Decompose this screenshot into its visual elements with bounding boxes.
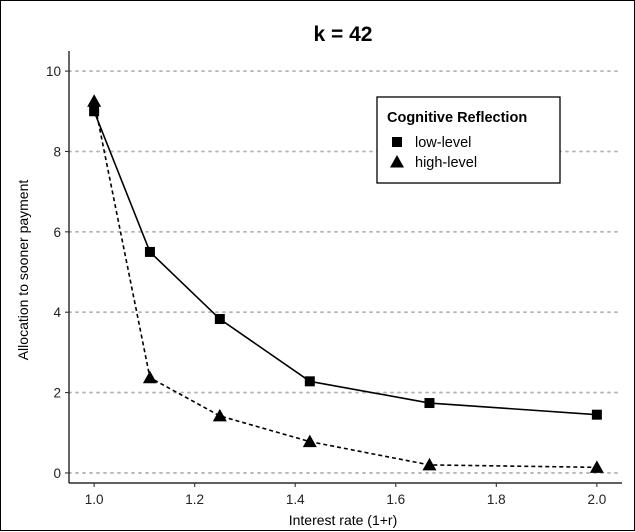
data-point-high-level-4	[422, 457, 437, 471]
x-tick-label: 1.0	[85, 492, 104, 507]
legend-key-low-level	[392, 137, 402, 147]
x-tick-label: 1.2	[185, 492, 204, 507]
gridlines	[68, 70, 623, 474]
y-tick-label: 10	[46, 64, 61, 79]
axes	[68, 51, 622, 484]
y-tick-labels: 0 2 4 6 8 10	[46, 64, 69, 481]
y-tick-label: 2	[53, 386, 61, 401]
x-tick-label: 2.0	[587, 492, 606, 507]
series-layer	[87, 94, 604, 473]
data-point-high-level-1	[142, 370, 157, 384]
x-tick-labels: 1.0 1.2 1.4 1.6 1.8 2.0	[85, 483, 606, 507]
y-tick-label: 6	[53, 225, 61, 240]
legend-key-high-level	[390, 155, 404, 168]
series-line-low-level	[93, 110, 597, 416]
y-tick-label: 0	[53, 466, 61, 481]
data-point-low-level-4	[424, 398, 435, 409]
y-tick-label: 4	[53, 305, 61, 320]
data-point-low-level-1	[144, 246, 155, 257]
y-axis-title: Allocation to sooner payment	[15, 180, 31, 361]
data-point-low-level-5	[591, 409, 602, 420]
x-tick-label: 1.6	[386, 492, 405, 507]
data-point-low-level-3	[304, 376, 315, 387]
y-tick-label: 8	[53, 144, 61, 159]
data-point-high-level-2	[212, 408, 227, 422]
x-axis-title: Interest rate (1+r)	[289, 512, 398, 528]
legend-items: low-level high-level	[390, 135, 477, 171]
series-line-high-level	[93, 101, 597, 469]
data-point-high-level-3	[302, 434, 317, 448]
legend-box	[376, 96, 561, 184]
legend-label-high-level: high-level	[415, 155, 477, 171]
data-point-low-level-0	[89, 106, 100, 117]
legend: Cognitive Reflection low-level high-level	[376, 96, 561, 184]
data-point-low-level-2	[214, 314, 225, 325]
data-point-high-level-0	[87, 94, 102, 107]
chart-title: k = 42	[314, 23, 373, 46]
x-tick-label: 1.8	[487, 492, 506, 507]
x-tick-label: 1.4	[286, 492, 305, 507]
data-point-high-level-5	[589, 460, 604, 473]
legend-label-low-level: low-level	[415, 135, 471, 151]
legend-title: Cognitive Reflection	[387, 110, 527, 126]
